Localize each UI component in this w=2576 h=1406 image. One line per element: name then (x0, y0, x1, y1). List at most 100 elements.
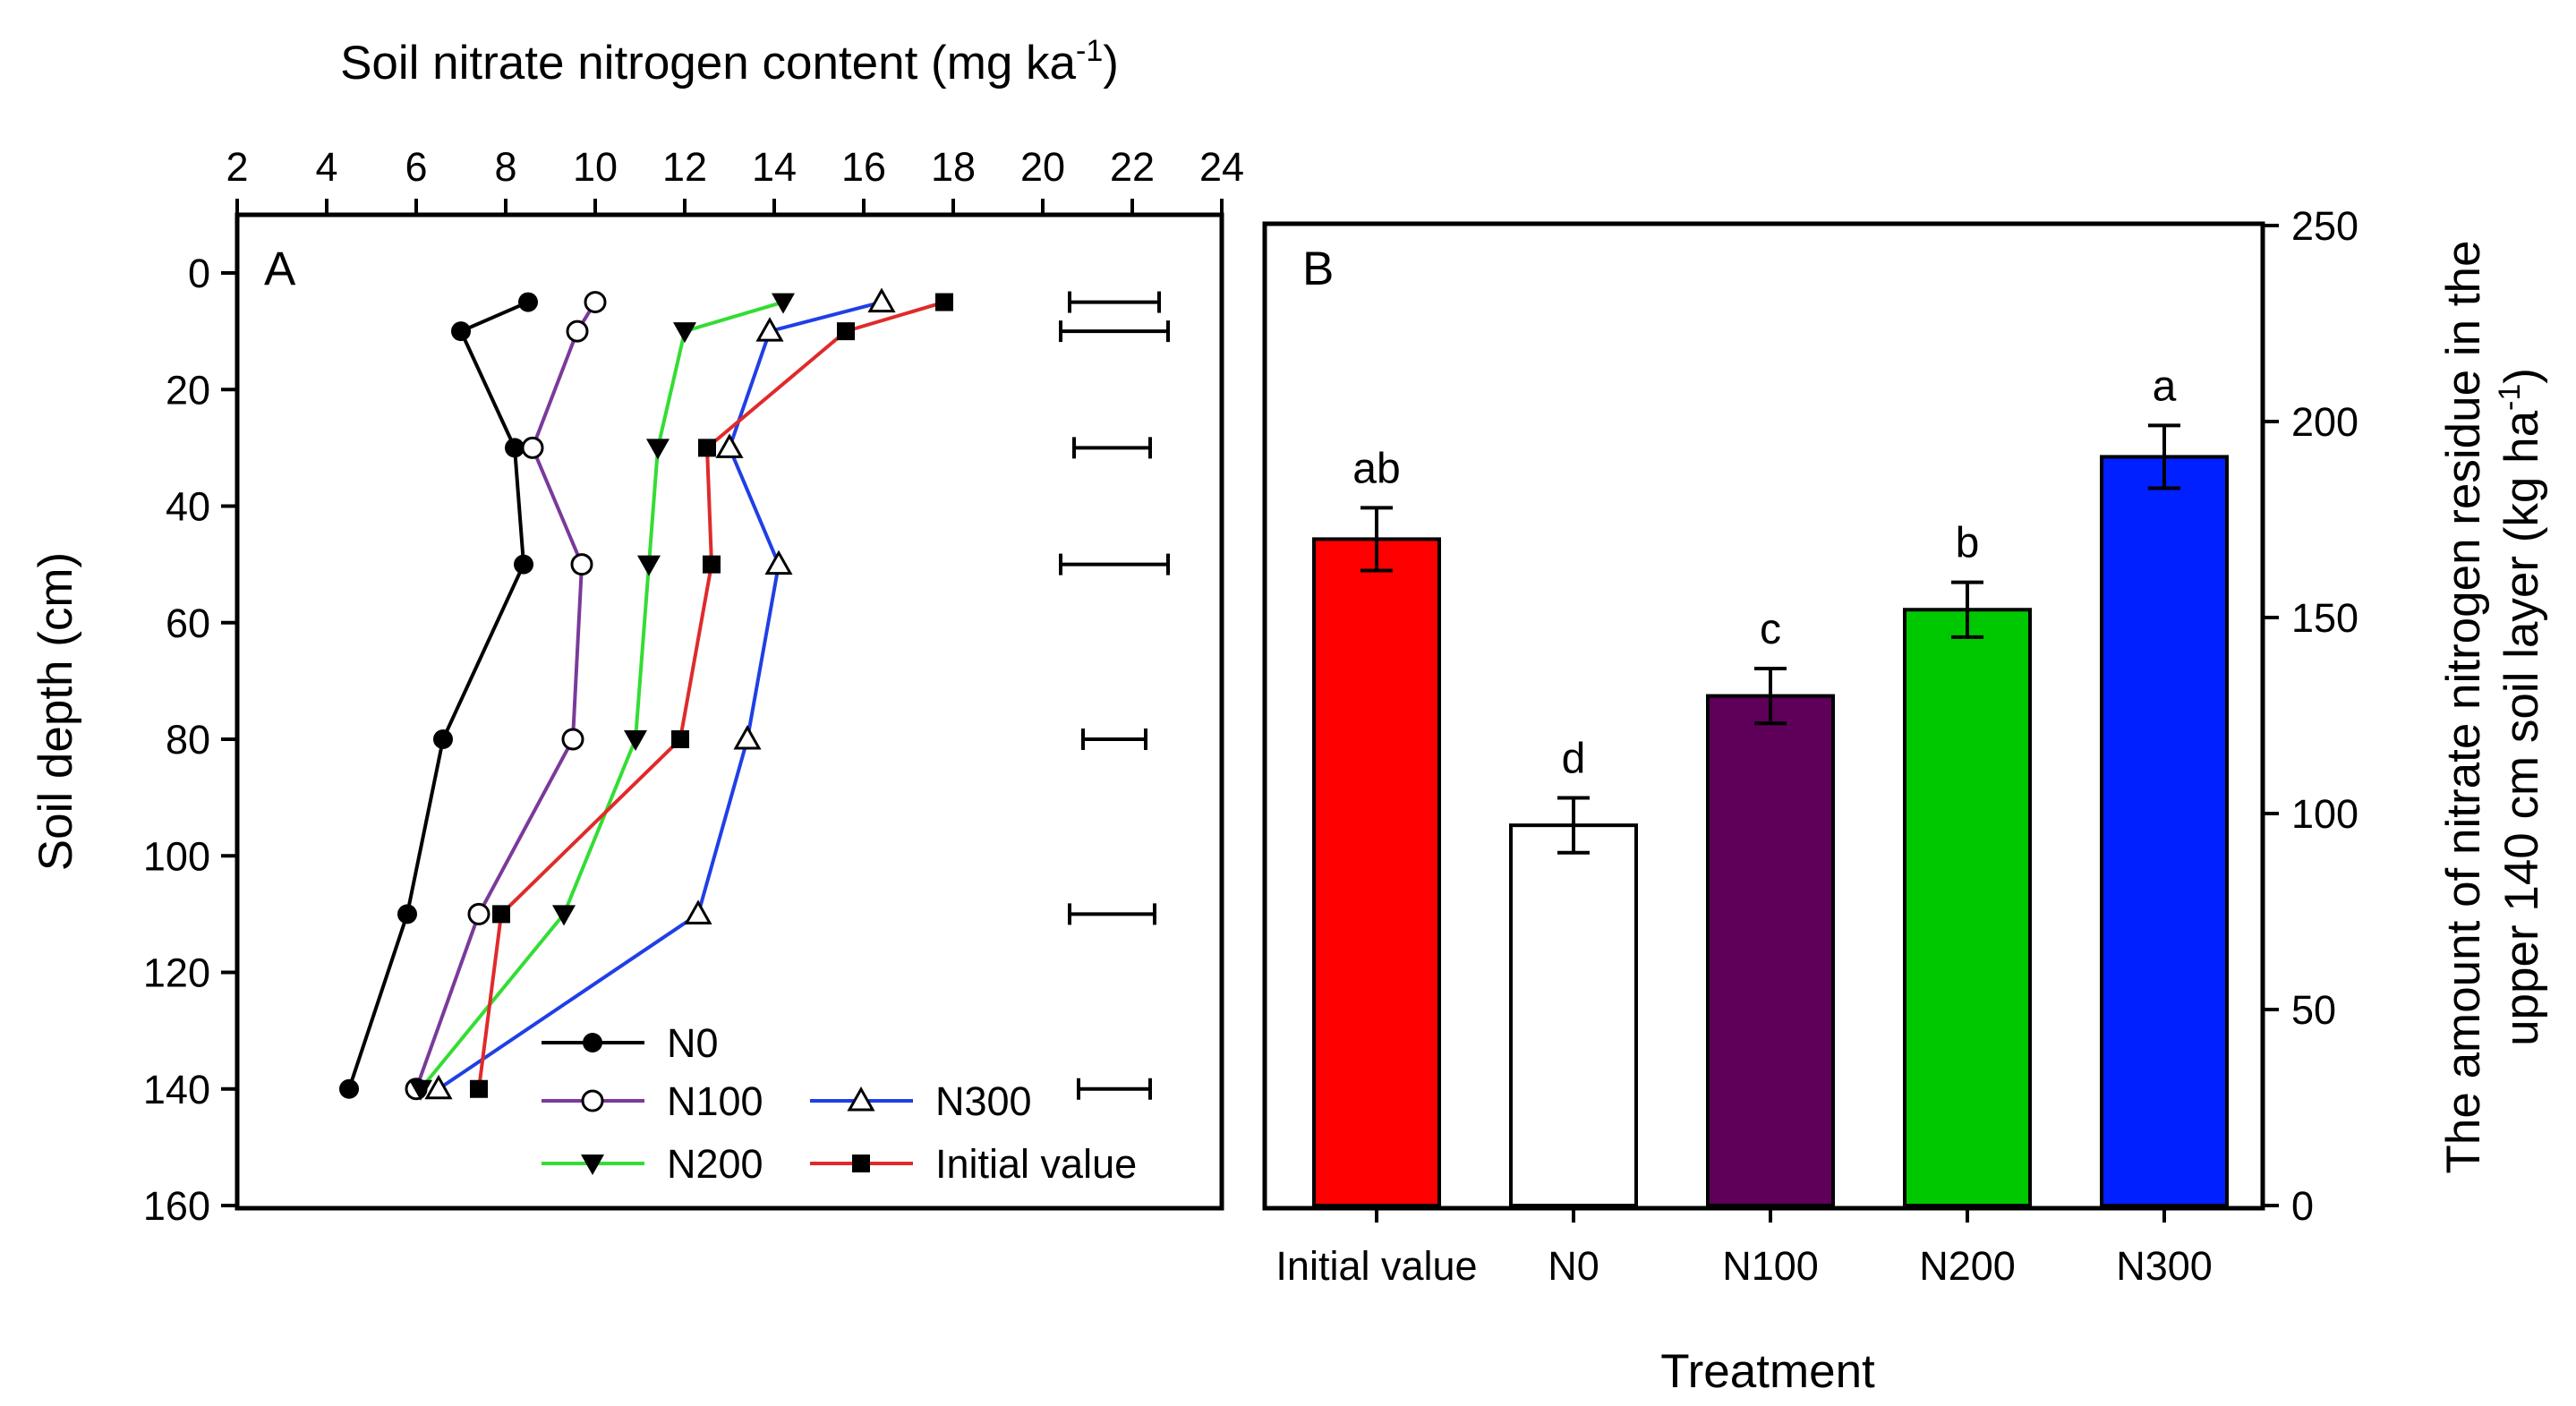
legend-marker-n300 (847, 1086, 875, 1112)
panel-b-y-tick-label: 0 (2291, 1183, 2314, 1229)
panel-a-marker-n100 (521, 436, 544, 459)
panel-a-x-tick-label: 4 (315, 144, 337, 190)
panel-a-x-tick-label: 6 (405, 144, 427, 190)
panel-b-x-tick-label: Initial value (1275, 1243, 1477, 1289)
panel-a-x-tick-label: 12 (662, 144, 707, 190)
panel-a-marker-n100 (561, 728, 584, 751)
panel-b-y-tick-label: 150 (2291, 595, 2358, 641)
panel-a-series-markers (339, 287, 953, 1101)
panel-a-y-ticks: 0 20 40 60 80 100 120 140 160 (143, 251, 237, 1229)
legend-label-initial-value: Initial value (935, 1141, 1137, 1187)
panel-b-x-ticks: Initial value N0 N100 N200 N300 (1275, 1208, 2213, 1289)
panel-a-y-tick-label: 0 (188, 251, 210, 296)
panel-a-series-line-n0 (347, 300, 529, 1090)
panel-a-x-ticks: 2 4 6 8 10 12 14 16 18 20 22 24 (226, 144, 1244, 215)
panel-b-y-tick-label: 250 (2291, 203, 2358, 249)
panel-a-marker-initial-value (935, 293, 953, 311)
panel-a-marker-n200 (772, 293, 795, 314)
panel-a-marker-initial-value (470, 1079, 488, 1098)
panel-a-y-tick-label: 100 (143, 833, 210, 879)
panel-a-marker-n200 (409, 1079, 432, 1101)
panel-a-x-tick-label: 10 (573, 144, 618, 190)
panel-a-marker-n0 (397, 904, 417, 925)
panel-b-significance-letter: ab (1352, 445, 1400, 492)
panel-a-y-axis-title: Soil depth (cm) (30, 552, 82, 871)
panel-b-bar (1706, 694, 1835, 1207)
panel-a-y-tick-label: 80 (166, 717, 210, 763)
panel-a-x-tick-label: 18 (931, 144, 976, 190)
panel-a-marker-n100 (584, 291, 607, 314)
panel-b-bars: ab d c b a (1312, 362, 2229, 1208)
legend-label-n200: N200 (667, 1141, 763, 1187)
panel-a-marker-initial-value (698, 439, 716, 457)
panel-a-x-tick-label: 14 (752, 144, 797, 190)
panel-a-x-tick-label: 20 (1020, 144, 1065, 190)
panel-b-bar (1903, 608, 2032, 1207)
panel-b-plot-frame (1262, 221, 2265, 1211)
panel-a-marker-n0 (433, 729, 453, 749)
panel-b-y-axis-title-sup: -1 (2493, 384, 2527, 411)
panel-a-chart: A Soil nitrate nitrogen content (mg ka-1… (30, 34, 1244, 1229)
panel-b-y-axis-title-line1: The amount of nitrate nitrogen residue i… (2437, 241, 2490, 1174)
panel-a-letter: A (264, 243, 296, 295)
panel-a-marker-n0 (451, 321, 471, 342)
panel-b-bar (1312, 537, 1441, 1207)
panel-a-marker-n100 (467, 902, 490, 925)
legend-marker-initial-value (852, 1155, 870, 1172)
panel-a-x-tick-label: 2 (226, 144, 248, 190)
legend-label-n300: N300 (935, 1078, 1032, 1124)
legend-marker-n100 (581, 1089, 604, 1112)
panel-b-y-tick-label: 50 (2291, 987, 2336, 1033)
panel-a-marker-n200 (624, 730, 647, 751)
panel-a-marker-n100 (566, 320, 589, 343)
panel-a-marker-n300 (733, 724, 762, 750)
panel-b-y-ticks: 0 50 100 150 200 250 (2263, 203, 2358, 1229)
panel-a-series-line-n300 (437, 300, 883, 1091)
panel-a-marker-n300 (684, 899, 712, 925)
panel-a-y-tick-label: 60 (166, 601, 210, 646)
panel-b-significance-letter: c (1760, 606, 1781, 653)
panel-a-marker-n300 (715, 433, 744, 458)
panel-a-y-tick-label: 40 (166, 484, 210, 530)
panel-a-error-bars (1059, 291, 1170, 1100)
panel-b-x-tick-label: N0 (1548, 1243, 1599, 1289)
panel-b-letter: B (1302, 243, 1334, 295)
panel-a-series-line-initial-value (477, 300, 945, 1090)
panel-a-marker-n300 (424, 1074, 453, 1100)
panel-b-bar (1509, 823, 1638, 1207)
panel-a-marker-n200 (637, 555, 661, 576)
panel-b-x-axis-title: Treatment (1660, 1345, 1875, 1398)
panel-a-x-tick-label: 8 (494, 144, 516, 190)
panel-a-y-tick-label: 140 (143, 1067, 210, 1112)
panel-a-marker-n300 (867, 287, 896, 313)
panel-a-legend: N0 N100 N200 N300 Initial value (542, 1020, 1137, 1187)
panel-b-significance-letter: b (1956, 520, 1980, 567)
legend-marker-n200 (581, 1155, 604, 1175)
legend-label-n0: N0 (667, 1020, 719, 1066)
panel-a-y-tick-label: 120 (143, 950, 210, 996)
legend-label-n100: N100 (667, 1078, 763, 1124)
panel-b-x-tick-label: N200 (1919, 1243, 2016, 1289)
panel-a-x-tick-label: 24 (1199, 144, 1244, 190)
panel-a-plot-frame (235, 212, 1224, 1211)
panel-a-marker-n300 (755, 317, 784, 342)
panel-a-x-tick-label: 16 (841, 144, 886, 190)
panel-a-marker-n0 (505, 438, 525, 458)
panel-a-y-tick-label: 160 (143, 1183, 210, 1229)
panel-a-marker-n0 (518, 292, 538, 312)
panel-a-marker-initial-value (837, 322, 855, 341)
panel-a-y-tick-label: 20 (166, 367, 210, 413)
panel-a-series-line-n200 (419, 300, 784, 1091)
panel-b-y-tick-label: 200 (2291, 399, 2358, 445)
panel-a-x-tick-label: 22 (1110, 144, 1155, 190)
panel-a-x-axis-title: Soil nitrate nitrogen content (mg ka-1) (340, 34, 1119, 89)
panel-b-bar (2100, 455, 2229, 1208)
panel-a-marker-initial-value (703, 555, 721, 574)
panel-b-y-tick-label: 100 (2291, 791, 2358, 837)
panel-b-x-tick-label: N100 (1722, 1243, 1819, 1289)
panel-a-marker-n300 (764, 550, 793, 575)
panel-a-marker-n100 (570, 553, 593, 576)
panel-a-marker-n0 (339, 1078, 359, 1099)
panel-b-chart: B Treatment The amount of nitrate nitrog… (1262, 203, 2548, 1398)
